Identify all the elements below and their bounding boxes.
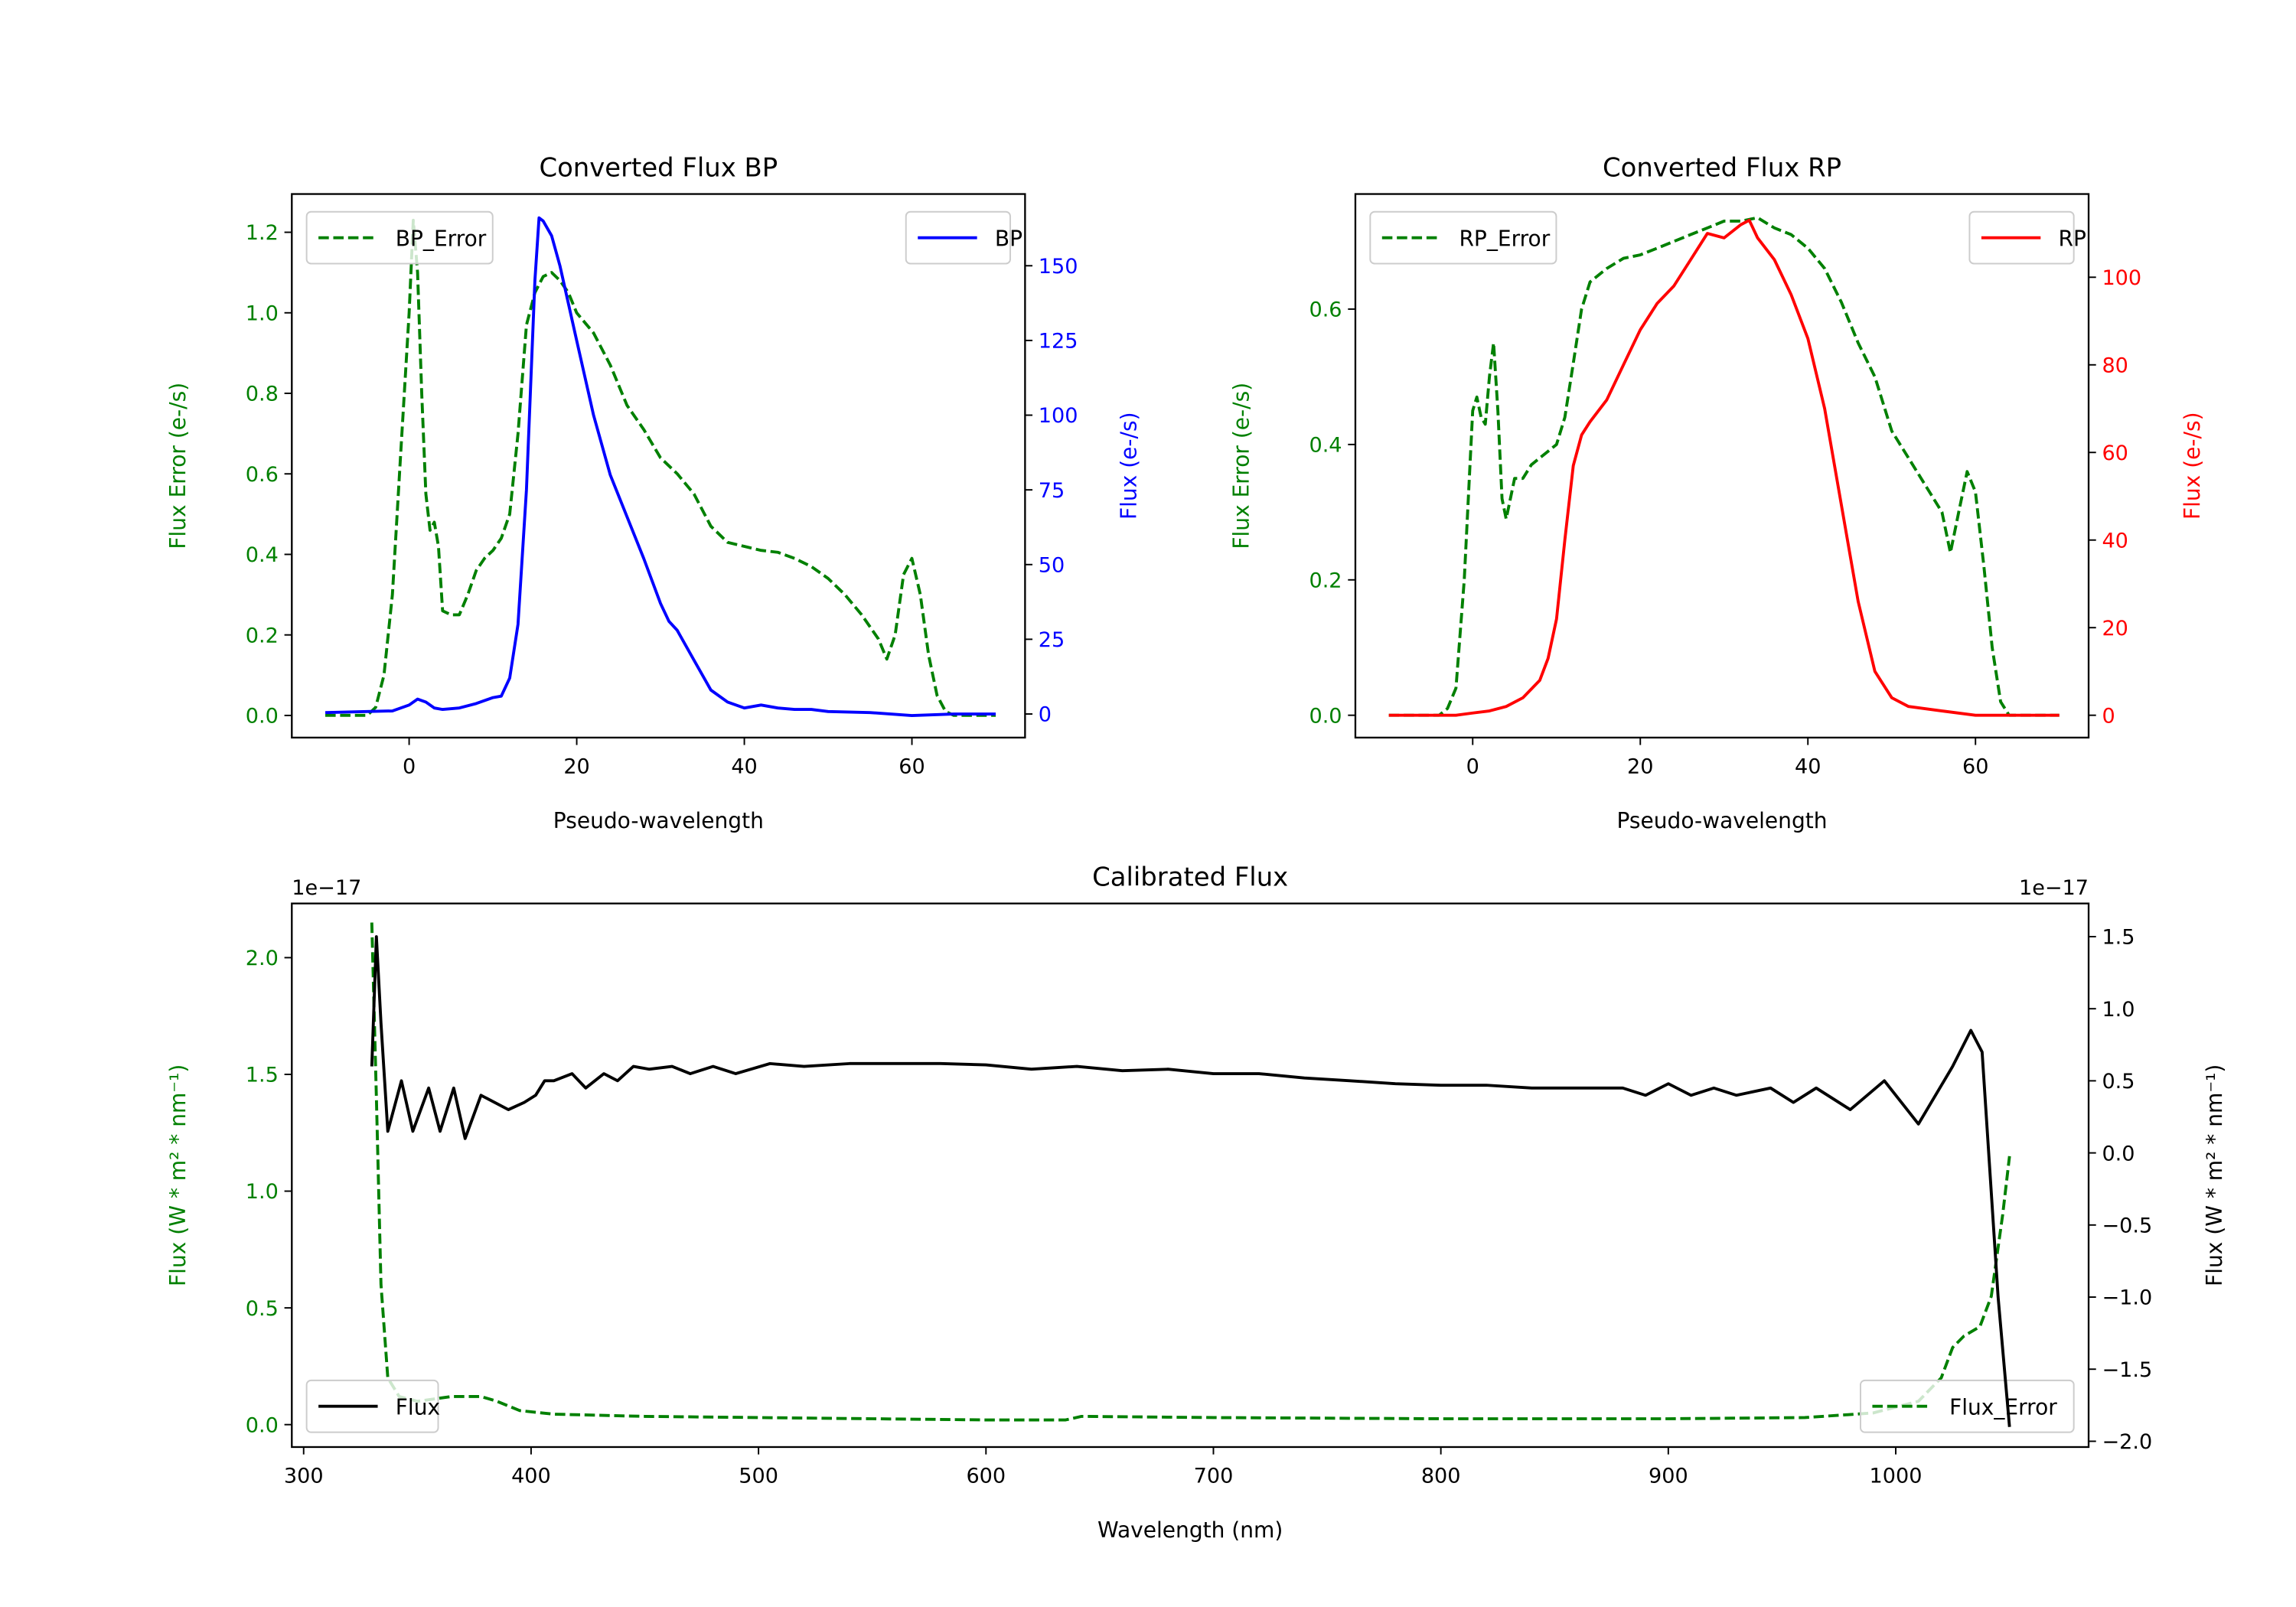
y-right-tick-label: −0.5 [2102,1214,2152,1237]
legend-label: Flux [396,1394,440,1420]
y-right-tick-label: 75 [1039,479,1065,503]
x-tick-label: 1000 [1870,1464,1923,1488]
legend-label: BP [995,226,1022,251]
x-axis-label: Pseudo-wavelength [553,808,764,833]
legend-bp-error: BP_Error [305,210,494,265]
series-line-flux [370,935,2011,1427]
series-line-bp [325,216,996,717]
y-left-tick-label: 0.0 [246,1413,279,1437]
y-right-tick-label: 0.0 [2102,1142,2135,1165]
series-line-bp-error [325,218,996,717]
legend-rp-error: RP_Error [1369,210,1557,265]
y-right-tick-label: 20 [2102,617,2128,641]
axes-frame [291,902,2090,1449]
y-left-axis-label: Flux Error (e-/s) [165,383,191,549]
axes-frame [291,193,1026,739]
y-left-tick-label: 0.6 [1309,298,1342,322]
legend-frame [1369,210,1557,265]
series-line-rp-error [1388,216,2060,717]
y-left-tick-label: 0.4 [1309,434,1342,458]
y-left-tick-label: 0.6 [246,463,279,487]
y-right-tick-label: 25 [1039,628,1065,652]
y-right-tick-label: 0.5 [2102,1070,2135,1094]
y-right-tick-label: −2.0 [2102,1430,2152,1454]
x-tick-label: 0 [1466,755,1479,778]
x-tick-label: 0 [403,755,416,778]
x-tick-label: 40 [1795,755,1821,778]
legend-bp: BP [905,210,1022,265]
legend-rp: RP [1968,210,2086,265]
y-left-tick-label: 2.0 [246,947,279,970]
y-left-tick-label: 0.5 [246,1297,279,1321]
x-axis-label: Pseudo-wavelength [1616,808,1827,833]
legend-frame [1860,1379,2075,1433]
x-axis-label: Wavelength (nm) [1097,1517,1283,1543]
y-right-tick-label: −1.0 [2102,1286,2152,1310]
legend-frame [305,210,494,265]
y-left-axis-label: Flux (W * m² * nm⁻¹) [165,1064,191,1286]
x-tick-label: 500 [739,1464,778,1488]
series-line-rp [1388,218,2060,717]
y-right-tick-label: 100 [2102,266,2141,290]
legend-label: Flux_Error [1949,1394,2057,1420]
x-tick-label: 300 [284,1464,324,1488]
y-right-tick-label: 125 [1039,330,1078,354]
legend-flux: Flux [305,1379,440,1433]
y-right-tick-label: 150 [1039,255,1078,279]
y-right-tick-label: 0 [2102,704,2115,728]
y-left-tick-label: 0.2 [1309,569,1342,592]
y-right-offset-text: 1e−17 [2019,876,2089,900]
y-right-tick-label: 1.0 [2102,998,2135,1022]
y-right-tick-label: 100 [1039,404,1078,428]
y-right-tick-label: 40 [2102,529,2128,553]
y-right-tick-label: 60 [2102,442,2128,465]
y-left-tick-label: 1.0 [246,302,279,325]
x-tick-label: 400 [511,1464,551,1488]
x-tick-label: 60 [1962,755,1988,778]
y-left-tick-label: 0.2 [246,624,279,647]
x-tick-label: 700 [1194,1464,1234,1488]
x-tick-label: 20 [1627,755,1653,778]
subplot-1: Converted Flux BP 0 20 40 60 Pseudo-wavelengt… [165,152,1142,833]
x-tick-label: 20 [563,755,589,778]
x-tick-label: 900 [1649,1464,1688,1488]
y-left-tick-label: 0.0 [1309,704,1342,728]
y-left-axis-label: Flux Error (e-/s) [1229,383,1254,549]
y-left-offset-text: 1e−17 [292,876,361,900]
legend-flux-error: Flux_Error [1860,1379,2075,1433]
legend-label: RP_Error [1459,226,1550,251]
y-right-tick-label: 1.5 [2102,926,2135,950]
y-left-tick-label: 0.8 [246,383,279,406]
chart-title: Converted Flux BP [539,152,778,182]
y-left-tick-label: 1.2 [246,221,279,245]
y-left-tick-label: 1.5 [246,1064,279,1087]
y-right-tick-label: 0 [1039,703,1052,727]
x-tick-label: 40 [731,755,757,778]
x-tick-label: 600 [966,1464,1006,1488]
y-right-axis-label: Flux (e-/s) [1117,412,1142,520]
legend-label: RP [2059,226,2086,251]
chart-title: Calibrated Flux [1092,862,1288,892]
series-line-flux-error [370,922,2011,1422]
chart-title: Converted Flux RP [1603,152,1841,182]
x-tick-label: 60 [899,755,925,778]
y-left-tick-label: 1.0 [246,1180,279,1204]
legend-label: BP_Error [396,226,487,251]
y-right-axis-label: Flux (W * m² * nm⁻¹) [2202,1064,2227,1286]
subplot-2: Converted Flux RP 0 20 40 60 Pseudo-wavelengt… [1229,152,2206,833]
x-tick-label: 800 [1421,1464,1461,1488]
subplot-3: Calibrated Flux 300 400 500 600 700 800 900 1000… [165,862,2227,1543]
y-right-axis-label: Flux (e-/s) [2180,412,2205,520]
axes-frame [1354,193,2090,739]
y-left-tick-label: 0.4 [246,543,279,567]
y-right-tick-label: 80 [2102,354,2128,377]
y-right-tick-label: 50 [1039,553,1065,577]
y-left-tick-label: 0.0 [246,705,279,729]
y-right-tick-label: −1.5 [2102,1358,2152,1382]
